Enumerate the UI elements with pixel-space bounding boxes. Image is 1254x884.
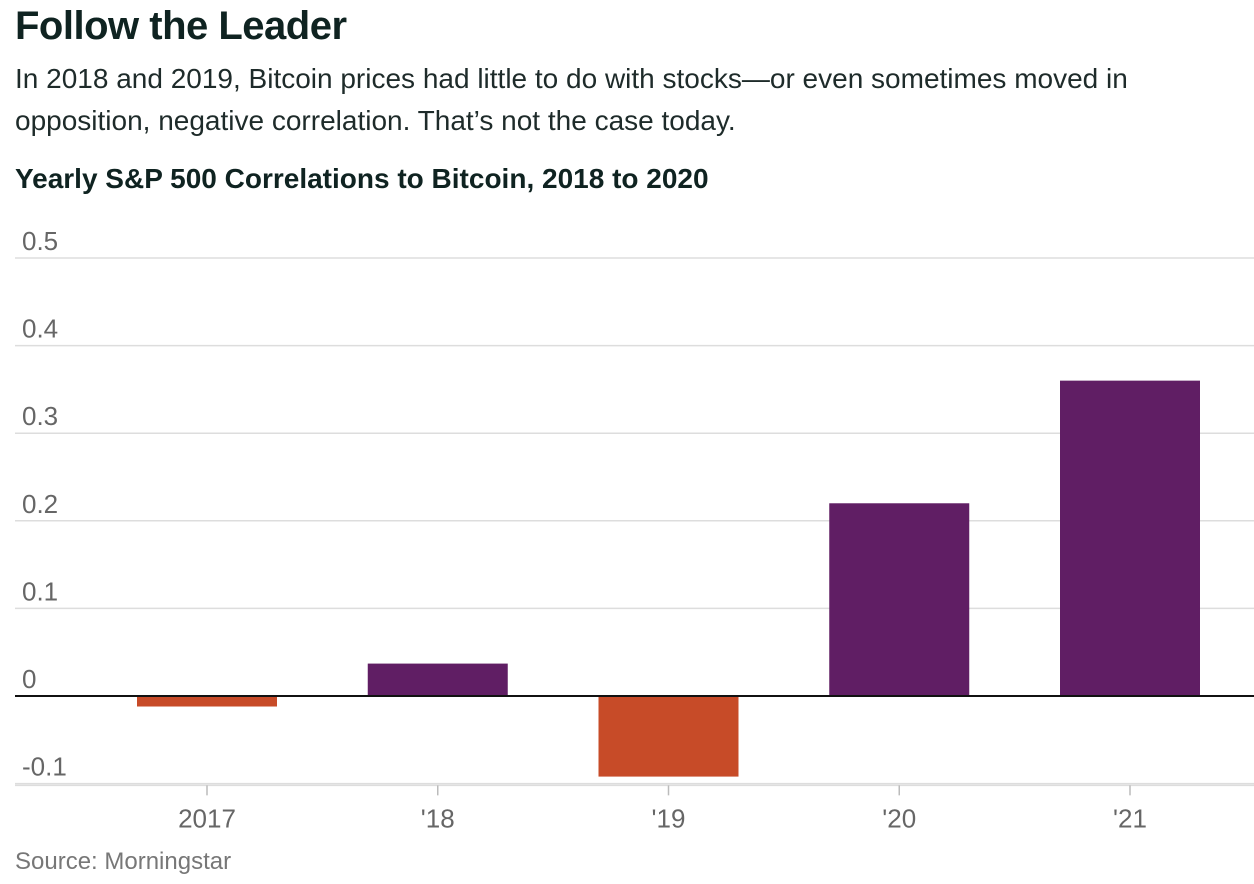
x-tick-label: '19 (652, 803, 686, 833)
dek: In 2018 and 2019, Bitcoin prices had lit… (15, 63, 1128, 136)
x-tick-label: '18 (421, 803, 455, 833)
x-tick-label: '20 (882, 803, 916, 833)
headline: Follow the Leader (15, 4, 347, 48)
x-tick-label: '21 (1113, 803, 1147, 833)
chart-title: Yearly S&P 500 Correlations to Bitcoin, … (15, 163, 709, 194)
bar (367, 663, 508, 696)
x-tick-label: 2017 (178, 803, 236, 833)
source-note: Source: Morningstar (15, 848, 232, 875)
y-tick-label: 0.3 (22, 401, 58, 431)
bar (829, 503, 970, 696)
bar (137, 696, 277, 707)
bar (1060, 380, 1200, 696)
bar-layer (137, 380, 1200, 777)
bar (598, 696, 739, 777)
axis-layer: 2017 '18 '19 '20 '21 (15, 695, 1254, 833)
y-tick-label: 0.1 (22, 576, 58, 606)
y-tick-label: 0.2 (22, 489, 58, 519)
grid-layer: -0.1 0 0.1 0.2 0.3 0.4 0.5 (15, 226, 1254, 785)
y-tick-label: 0 (22, 664, 36, 694)
y-tick-label: -0.1 (22, 752, 67, 782)
y-tick-label: 0.4 (22, 314, 58, 344)
bar-chart: -0.1 0 0.1 0.2 0.3 0.4 0.5 2017 '18 '19 '20 '21 (15, 226, 1254, 833)
y-tick-label: 0.5 (22, 226, 58, 256)
